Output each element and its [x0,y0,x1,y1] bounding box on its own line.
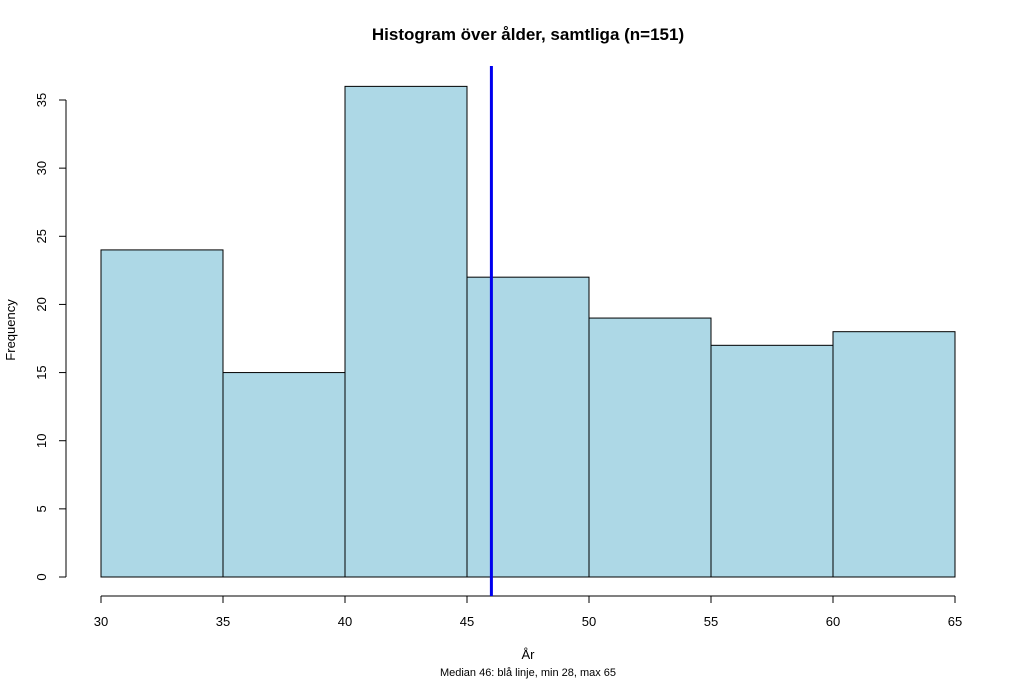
histogram-bar [466,276,590,578]
x-tick-label: 50 [582,614,596,629]
y-tick-label: 30 [34,161,49,175]
histogram-bar [710,344,834,578]
y-tick-label: 10 [34,433,49,447]
y-tick-label: 15 [34,365,49,379]
x-tick-label: 65 [948,614,962,629]
y-axis-label: Frequency [3,299,18,361]
y-tick-label: 25 [34,229,49,243]
x-tick-label: 45 [460,614,474,629]
y-tick-label: 20 [34,297,49,311]
y-axis: 0 5 10 15 20 25 30 35 [34,93,67,581]
histogram-bar [222,372,346,578]
y-tick-label: 0 [34,573,49,580]
histogram-bar [344,85,468,578]
histogram-bar [100,249,224,578]
y-tick-label: 35 [34,93,49,107]
chart-title: Histogram över ålder, samtliga (n=151) [372,25,684,44]
x-axis: 30 35 40 45 50 55 60 65 [94,595,962,629]
x-tick-label: 40 [338,614,352,629]
x-tick-label: 55 [704,614,718,629]
bars-group [100,85,956,578]
chart-caption: Median 46: blå linje, min 28, max 65 [440,667,616,679]
x-axis-label: År [522,647,536,662]
histogram-bar [588,317,712,578]
histogram-bar [832,331,956,578]
x-tick-label: 35 [216,614,230,629]
x-tick-label: 30 [94,614,108,629]
x-tick-label: 60 [826,614,840,629]
y-tick-label: 5 [34,505,49,512]
